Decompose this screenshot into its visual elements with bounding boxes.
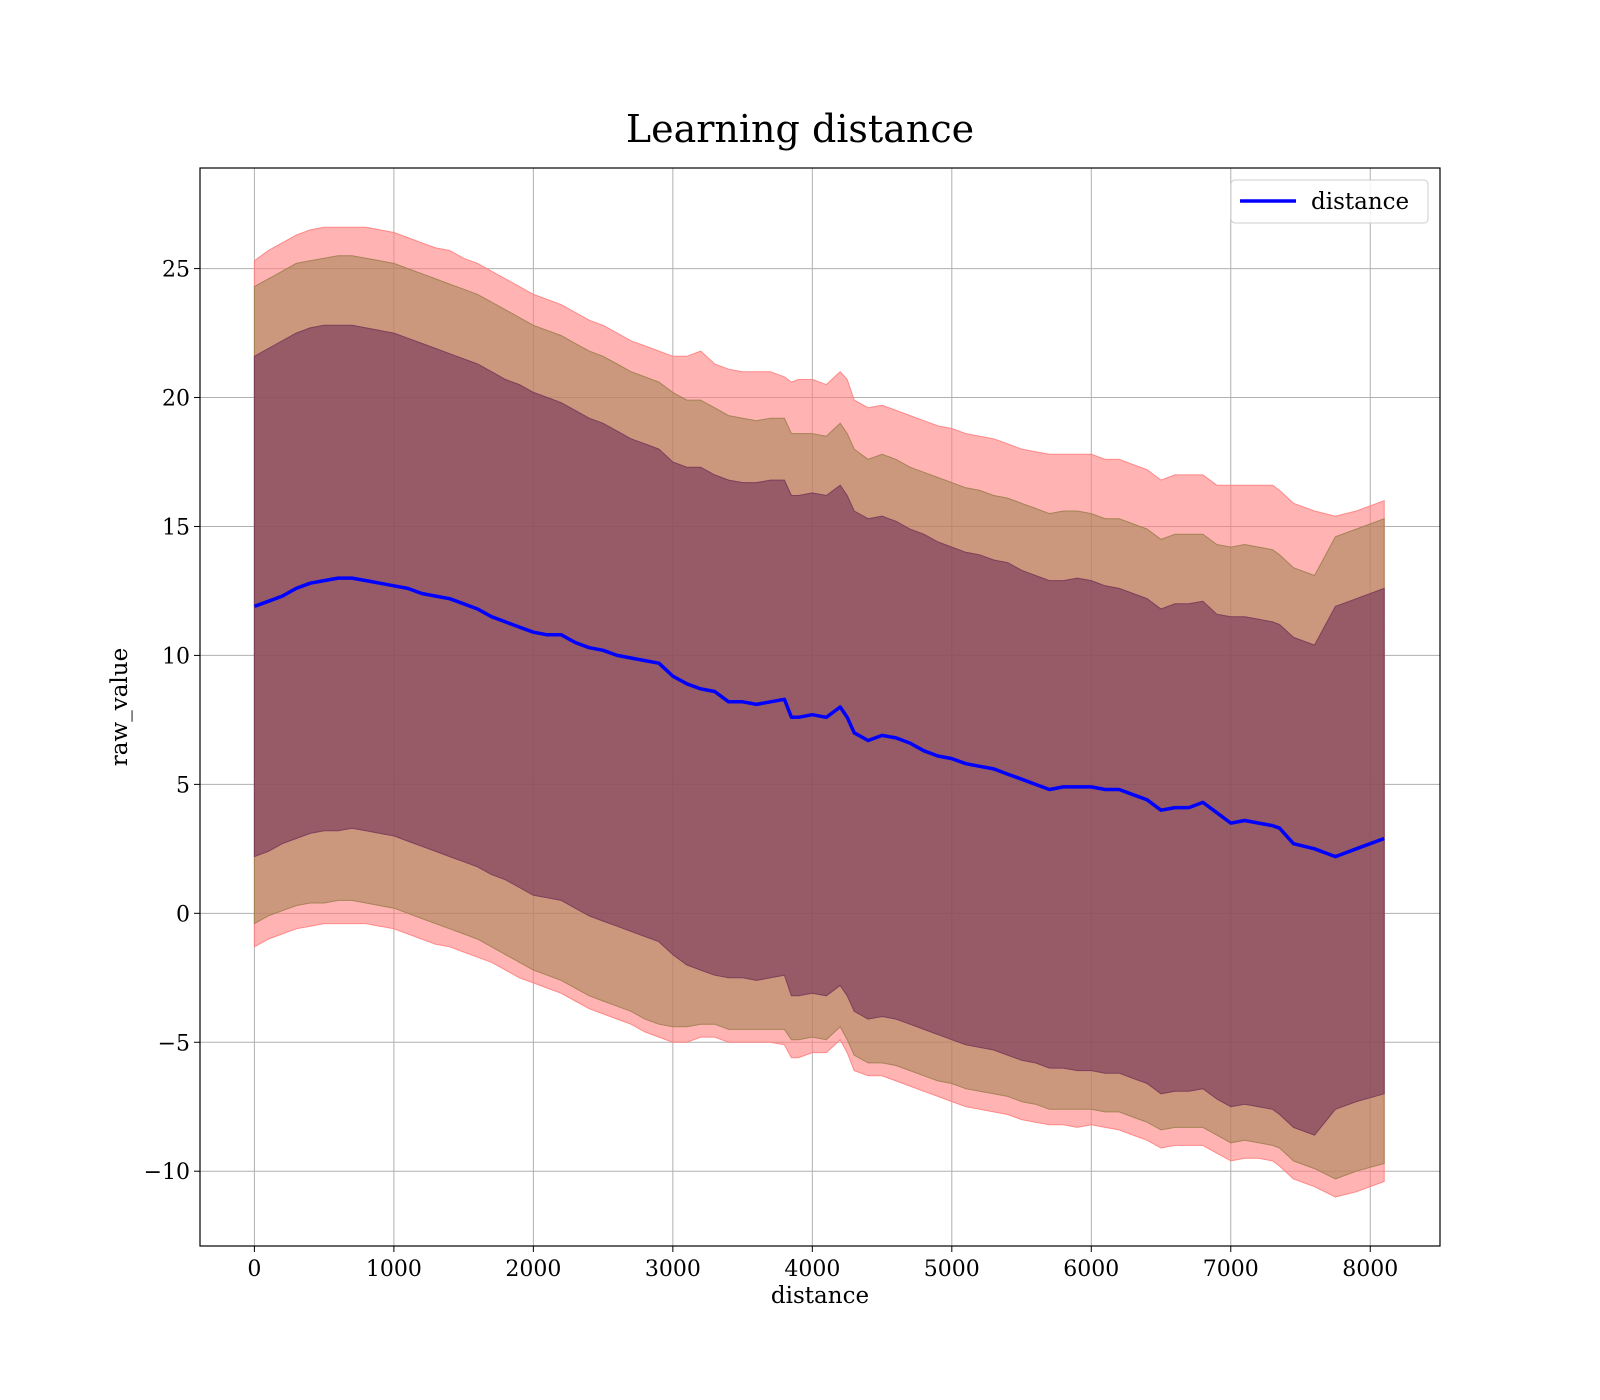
y-tick-label: 25	[162, 258, 190, 283]
x-tick-label: 4000	[784, 1257, 840, 1282]
plot-frame	[199, 167, 1441, 1247]
series-line-distance	[253, 576, 1385, 859]
band-area-2	[253, 324, 1385, 1136]
x-axis-ticks: 0 1000 2000 3000 4000 5000 6000 7000 8000	[247, 1246, 1398, 1282]
y-tick-label: −10	[144, 1160, 190, 1185]
y-tick-label: 0	[176, 902, 190, 927]
legend-box	[1230, 179, 1429, 224]
x-tick-label: 2000	[505, 1257, 561, 1282]
x-axis-label: distance	[771, 1283, 869, 1309]
chart-title: Learning distance	[626, 107, 974, 151]
x-tick-label: 7000	[1203, 1257, 1259, 1282]
y-tick-label: −5	[158, 1031, 190, 1056]
x-tick-label: 0	[247, 1257, 261, 1282]
x-tick-label: 6000	[1063, 1257, 1119, 1282]
y-tick-label: 10	[162, 644, 190, 669]
x-tick-label: 1000	[366, 1257, 422, 1282]
y-axis-ticks: −10 −5 0 5 10 15 20 25	[144, 258, 200, 1185]
legend: distance	[1230, 179, 1429, 224]
y-axis-label: raw_value	[107, 648, 133, 766]
y-tick-label: 15	[162, 515, 190, 540]
legend-label-distance: distance	[1311, 189, 1409, 215]
x-tick-label: 5000	[924, 1257, 980, 1282]
x-tick-label: 8000	[1342, 1257, 1398, 1282]
y-tick-label: 5	[176, 773, 190, 798]
line-layer	[253, 576, 1385, 859]
y-tick-label: 20	[162, 387, 190, 412]
x-tick-label: 3000	[645, 1257, 701, 1282]
